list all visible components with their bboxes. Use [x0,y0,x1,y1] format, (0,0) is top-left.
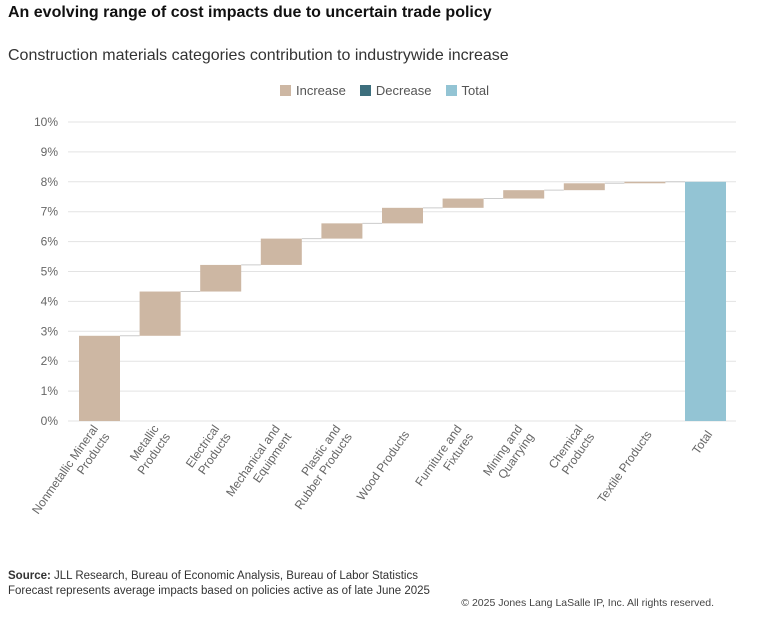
y-tick-label: 2% [41,354,59,368]
bar-total [685,181,726,421]
legend-swatch-total [445,85,457,96]
x-tick-label: Wood Products [354,428,412,503]
x-tick-label: Plastic andRubber Products [280,422,355,512]
copyright: © 2025 Jones Lang LaSalle IP, Inc. All r… [461,597,714,609]
legend-item-decrease: Decrease [359,83,432,98]
source-note: Source: JLL Research, Bureau of Economic… [8,570,418,582]
x-tick-label: Mechanical andEquipment [223,422,295,507]
y-tick-label: 8% [41,175,59,189]
legend: Increase Decrease Total [0,83,769,98]
legend-label: Total [461,83,489,98]
x-tick-label: ChemicalProducts [546,422,598,479]
legend-label: Increase [296,83,346,98]
bar-textile-products [624,181,666,184]
chart-title: Construction materials categories contri… [8,47,509,64]
bar-nonmetallic-mineral-products [79,335,120,421]
bar-plastic-and-rubber-products [321,223,363,239]
legend-item-increase: Increase [280,83,346,98]
bar-mechanical-and-equipment [260,238,302,265]
bar-furniture-and-fixtures [442,198,484,208]
y-tick-label: 1% [41,384,59,398]
x-tick-label: Total [689,428,715,457]
bar-metallic-products [139,291,181,336]
x-tick-label: Furniture andFixtures [412,422,476,497]
bar-mining-and-quarrying [503,190,545,199]
y-tick-label: 3% [41,324,59,338]
forecast-note: Forecast represents average impacts base… [8,585,430,597]
y-tick-label: 7% [41,205,59,219]
x-tick-label: ElectricalProducts [183,422,234,478]
x-tick-label: Mining andQuarrying [480,422,537,486]
y-tick-label: 10% [34,115,58,129]
bar-wood-products [382,207,423,224]
y-tick-label: 0% [41,414,59,428]
legend-label: Decrease [375,83,432,98]
source-label: Source: [8,570,51,582]
y-tick-label: 5% [41,265,59,279]
legend-item-total: Total [445,83,489,98]
figure-title: An evolving range of cost impacts due to… [8,4,492,21]
legend-swatch-increase [280,85,291,96]
y-tick-label: 6% [41,235,59,249]
bar-electrical-products [200,264,242,292]
x-tick-label: Nonmetallic MineralProducts [29,422,112,524]
y-tick-label: 9% [41,145,59,159]
y-tick-label: 4% [41,294,59,308]
x-tick-label: MetallicProducts [123,422,173,477]
bar-chemical-products [563,183,605,191]
source-text: JLL Research, Bureau of Economic Analysi… [50,570,418,582]
x-tick-label: Textile Products [595,428,655,505]
legend-swatch-decrease [359,85,371,96]
